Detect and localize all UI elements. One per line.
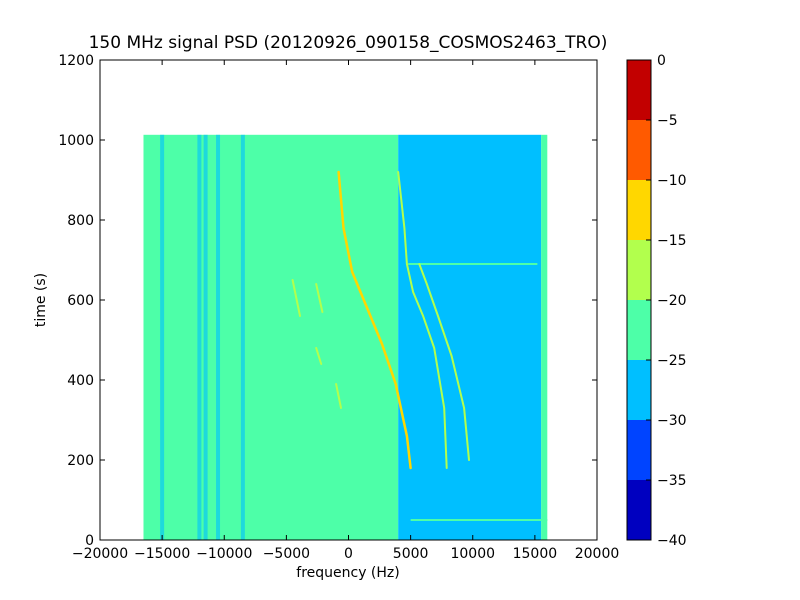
colorbar-block — [627, 240, 651, 300]
colorbar-block — [627, 420, 651, 480]
psd-trace-1 — [397, 171, 448, 469]
psd-background-layer — [143, 134, 548, 540]
colorbar: −40 −35 −30 −25 −20 −15 −10 −5 0 — [626, 53, 687, 549]
colorbar-tick-label: −10 — [657, 173, 687, 189]
psd-trace-5 — [335, 383, 342, 409]
psd-band-0 — [160, 134, 165, 540]
psd-region-2 — [541, 134, 548, 540]
colorbar-block — [627, 480, 651, 540]
colorbar-tick-label: −5 — [657, 113, 678, 129]
psd-band-layer — [160, 134, 245, 540]
y-tick-label: 400 — [67, 373, 94, 389]
x-tick-label: −15000 — [134, 546, 190, 562]
y-tick-label: 600 — [67, 293, 94, 309]
psd-hline-layer — [408, 263, 548, 521]
psd-trace-4 — [315, 283, 324, 313]
colorbar-tick-label: −35 — [657, 473, 687, 489]
colorbar-block — [627, 360, 651, 420]
y-tick-label: 1000 — [58, 133, 94, 149]
psd-band-1 — [197, 134, 202, 540]
y-tick-label: 1200 — [58, 53, 94, 69]
psd-trace-0 — [337, 170, 412, 470]
psd-trace-6 — [315, 347, 323, 365]
x-tick-label: 5000 — [393, 546, 429, 562]
y-axis-label: time (s) — [33, 273, 49, 327]
psd-trace-layer — [291, 170, 470, 470]
y-tick-label: 800 — [67, 213, 94, 229]
x-axis-ticks: −20000 −15000 −10000 −5000 0 5000 10000 15000 20… — [72, 60, 619, 562]
psd-trace-2 — [418, 263, 470, 461]
colorbar-tick-label: −40 — [657, 533, 687, 549]
x-tick-label: 15000 — [513, 546, 558, 562]
x-tick-label: 0 — [344, 546, 353, 562]
y-axis-ticks: 0 200 400 600 800 1000 1200 — [58, 53, 597, 549]
x-tick-label: −10000 — [196, 546, 252, 562]
psd-trace-3 — [291, 279, 301, 317]
x-tick-label: 20000 — [575, 546, 620, 562]
colorbar-tick-label: −25 — [657, 353, 687, 369]
colorbar-blocks — [627, 60, 651, 540]
plot-area — [100, 60, 597, 540]
psd-band-4 — [240, 134, 245, 540]
x-tick-label: −20000 — [72, 546, 128, 562]
colorbar-ticks: −40 −35 −30 −25 −20 −15 −10 −5 0 — [646, 53, 687, 549]
colorbar-tick-label: −30 — [657, 413, 687, 429]
psd-region-0 — [143, 134, 399, 540]
y-tick-label: 0 — [85, 533, 94, 549]
colorbar-block — [627, 300, 651, 360]
y-tick-label: 200 — [67, 453, 94, 469]
colorbar-tick-label: −15 — [657, 233, 687, 249]
colorbar-block — [627, 60, 651, 120]
x-tick-label: 10000 — [450, 546, 495, 562]
x-tick-label: −5000 — [263, 546, 310, 562]
x-axis-label: frequency (Hz) — [296, 565, 399, 581]
chart-title: 150 MHz signal PSD (20120926_090158_COSM… — [89, 33, 608, 53]
psd-band-2 — [203, 134, 208, 540]
colorbar-block — [627, 180, 651, 240]
psd-region-1 — [398, 134, 542, 540]
colorbar-block — [627, 120, 651, 180]
colorbar-tick-label: −20 — [657, 293, 687, 309]
colorbar-tick-label: 0 — [657, 53, 666, 69]
psd-band-3 — [216, 134, 221, 540]
